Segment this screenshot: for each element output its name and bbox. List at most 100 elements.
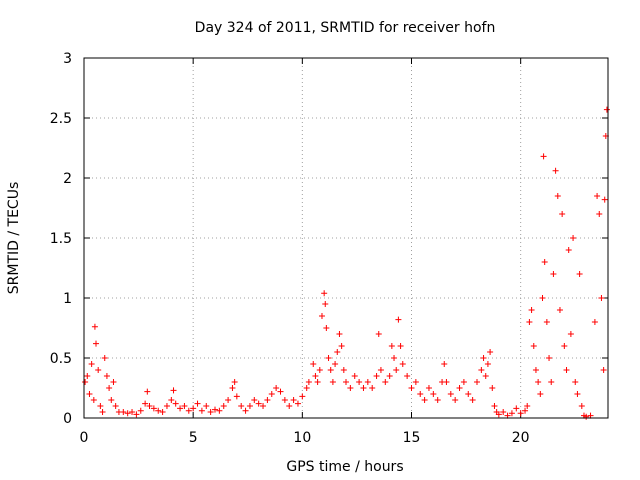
data-point: [225, 397, 232, 403]
data-point: [546, 355, 553, 361]
axis-ticks: [83, 57, 608, 419]
data-point: [567, 331, 574, 337]
x-tick-label: 20: [512, 430, 530, 446]
data-point: [441, 361, 448, 367]
data-point: [177, 405, 184, 412]
grid: [84, 58, 608, 418]
data-point: [314, 379, 321, 385]
data-point: [299, 393, 306, 400]
data-point: [251, 397, 258, 403]
data-point: [478, 367, 485, 373]
data-point: [84, 373, 91, 379]
data-point: [112, 403, 119, 409]
data-point: [190, 405, 197, 412]
data-point: [290, 397, 297, 403]
data-point: [238, 403, 245, 409]
data-points: [82, 106, 610, 420]
data-point: [532, 367, 539, 373]
data-point: [591, 319, 598, 325]
data-point: [399, 361, 406, 367]
data-point: [340, 367, 347, 373]
data-point: [495, 411, 502, 418]
data-point: [93, 340, 100, 347]
data-point: [524, 403, 531, 409]
data-point: [395, 316, 402, 323]
data-point: [474, 379, 480, 385]
data-point: [242, 407, 249, 414]
data-point: [303, 385, 310, 391]
data-point: [286, 403, 293, 409]
data-point: [318, 313, 325, 319]
data-point: [600, 367, 607, 373]
data-point: [548, 379, 555, 385]
y-tick-label: 0.5: [50, 351, 72, 367]
data-point: [170, 387, 177, 394]
data-point: [212, 406, 218, 413]
data-point: [576, 271, 583, 277]
data-point: [203, 403, 210, 409]
data-point: [91, 323, 98, 330]
data-point: [364, 379, 371, 385]
data-point: [155, 407, 162, 414]
data-point: [220, 403, 227, 409]
data-point: [598, 295, 605, 301]
data-point: [491, 403, 498, 409]
data-point: [146, 403, 153, 409]
data-point: [552, 167, 559, 174]
data-point: [343, 379, 349, 385]
data-point: [443, 379, 450, 385]
data-point: [541, 259, 548, 265]
data-point: [90, 397, 97, 403]
data-point: [561, 343, 568, 349]
data-point: [338, 343, 345, 349]
data-point: [508, 410, 515, 417]
data-point: [322, 301, 329, 307]
y-tick-label: 1: [63, 291, 72, 307]
data-point: [163, 403, 170, 409]
data-point: [129, 409, 136, 415]
data-point: [231, 379, 238, 385]
data-point: [528, 307, 535, 313]
data-point: [540, 153, 547, 160]
plot-frame: [83, 57, 609, 419]
data-point: [572, 379, 579, 385]
data-point: [88, 361, 95, 367]
data-point: [517, 410, 524, 417]
data-point: [181, 403, 188, 409]
data-point: [97, 403, 104, 409]
data-point: [484, 361, 491, 367]
data-point: [556, 307, 563, 313]
data-point: [482, 373, 489, 379]
data-point: [377, 367, 384, 373]
data-point: [312, 373, 319, 379]
data-point: [108, 397, 115, 403]
data-point: [103, 373, 110, 379]
data-point: [194, 400, 201, 407]
chart-title: Day 324 of 2011, SRMTID for receiver hof…: [195, 20, 496, 36]
data-point: [159, 409, 166, 415]
data-point: [332, 361, 339, 367]
data-point: [487, 349, 494, 355]
data-point: [273, 385, 280, 391]
data-point: [260, 403, 267, 409]
data-point: [305, 379, 312, 385]
x-axis-label: GPS time / hours: [286, 459, 403, 475]
data-point: [452, 397, 459, 403]
data-point: [172, 400, 179, 407]
data-point: [417, 391, 424, 397]
data-point: [255, 400, 262, 407]
x-tick-label: 15: [403, 430, 421, 446]
data-point: [99, 409, 106, 415]
data-point: [137, 407, 144, 414]
data-point: [120, 409, 127, 415]
data-point: [124, 410, 131, 417]
data-point: [559, 211, 566, 217]
data-point: [133, 411, 140, 418]
data-point: [207, 409, 214, 415]
data-point: [347, 385, 354, 391]
data-point: [101, 355, 108, 361]
data-point: [574, 391, 581, 397]
y-tick-label: 2: [63, 171, 72, 187]
data-point: [480, 355, 487, 361]
